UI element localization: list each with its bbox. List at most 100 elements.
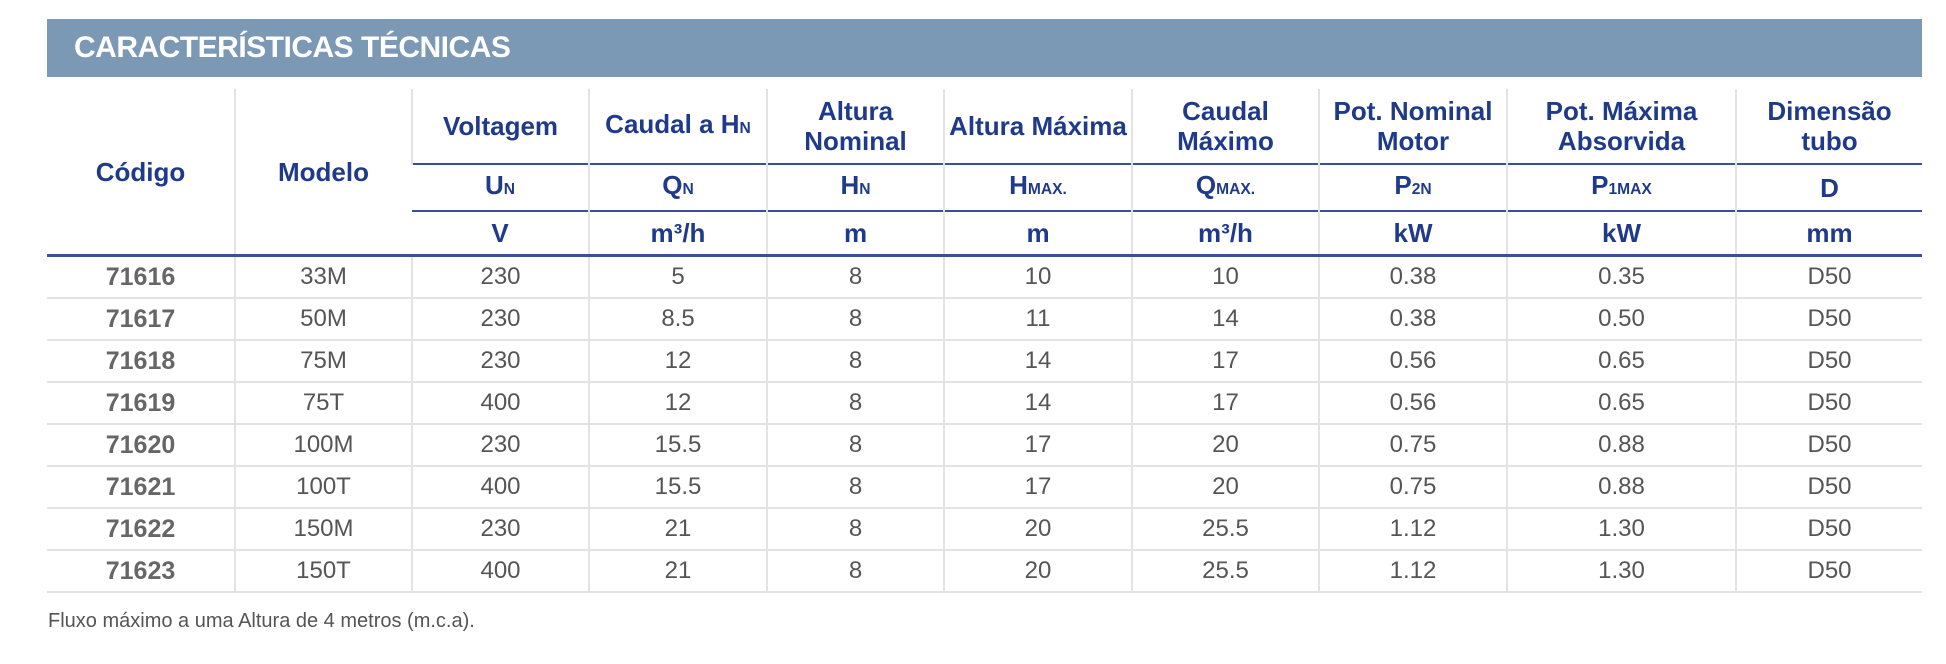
column-label: Modelo	[278, 156, 369, 187]
cell: 17	[943, 424, 1132, 467]
column-label: Pot. Nominal Motor	[1333, 96, 1493, 156]
cell: 17	[1131, 340, 1319, 383]
cell: 8	[766, 382, 944, 425]
symbol-subscript: 1MAX	[1608, 181, 1652, 198]
column-header: Caudal Máximo	[1131, 89, 1319, 164]
cell: 21	[588, 508, 767, 551]
symbol-subscript: N	[682, 181, 694, 198]
cell: 12	[588, 340, 767, 383]
symbol-subscript: MAX.	[1027, 181, 1067, 198]
cell: 100T	[234, 466, 412, 509]
cell: 8	[766, 508, 944, 551]
symbol: D	[1820, 172, 1839, 203]
cell: 14	[1131, 298, 1319, 341]
cell: 71616	[47, 255, 235, 299]
symbol: H	[1009, 170, 1028, 200]
cell: 14	[943, 340, 1132, 383]
cell: 17	[1131, 382, 1319, 425]
cell: 400	[411, 382, 589, 425]
column-label: Voltagem	[442, 111, 559, 141]
symbol-subscript: N	[859, 181, 871, 198]
cell: 11	[943, 298, 1132, 341]
cell: 1.12	[1318, 550, 1507, 593]
cell: 1.30	[1506, 508, 1736, 551]
column-unit: m	[943, 210, 1132, 257]
cell: 12	[588, 382, 767, 425]
symbol: Q	[662, 170, 683, 200]
data-row: 71622 150M 230 21 8 20 25.5 1.12 1.30 D50	[47, 508, 1922, 551]
cell: 0.38	[1318, 255, 1507, 299]
cell: 15.5	[588, 466, 767, 509]
cell: 0.56	[1318, 340, 1507, 383]
label-subscript: N	[739, 119, 751, 137]
column-unit: kW	[1318, 210, 1507, 257]
cell: 1.12	[1318, 508, 1507, 551]
cell: 75T	[234, 382, 412, 425]
symbol-subscript: 2N	[1411, 181, 1432, 198]
cell: 50M	[234, 298, 412, 341]
cell: 10	[943, 255, 1132, 299]
column-unit: m	[766, 210, 944, 257]
cell: 20	[943, 550, 1132, 593]
cell: 71620	[47, 424, 235, 467]
cell: D50	[1735, 255, 1922, 299]
cell: 71622	[47, 508, 235, 551]
cell: 400	[411, 550, 589, 593]
column-label: Altura Nominal	[804, 96, 907, 156]
cell: 400	[411, 466, 589, 509]
column-header: Pot. Nominal Motor	[1318, 89, 1507, 164]
cell: 0.65	[1506, 382, 1736, 425]
cell: D50	[1735, 424, 1922, 467]
column-header: Pot. Máxima Absorvida	[1506, 89, 1736, 164]
column-symbol: HMAX.	[943, 163, 1132, 211]
cell: 71623	[47, 550, 235, 593]
data-row: 71620 100M 230 15.5 8 17 20 0.75 0.88 D50	[47, 424, 1922, 467]
column-unit: m³/h	[588, 210, 767, 257]
cell: 230	[411, 508, 589, 551]
spec-table: Código Modelo Voltagem Caudal a HN Altura No…	[47, 89, 1922, 593]
cell: 0.88	[1506, 424, 1736, 467]
data-row: 71623 150T 400 21 8 20 25.5 1.12 1.30 D50	[47, 550, 1922, 593]
data-row: 71618 75M 230 12 8 14 17 0.56 0.65 D50	[47, 340, 1922, 383]
cell: 8	[766, 466, 944, 509]
column-label: Altura Máxima	[949, 111, 1127, 141]
cell: 1.30	[1506, 550, 1736, 593]
cell: 0.50	[1506, 298, 1736, 341]
column-header: Altura Máxima	[943, 89, 1132, 164]
column-symbol: UN	[412, 163, 589, 211]
column-unit: mm	[1735, 210, 1922, 257]
column-symbol: P2N	[1318, 163, 1507, 211]
cell: 71617	[47, 298, 235, 341]
symbol: H	[840, 170, 860, 200]
column-header: Dimensão tubo	[1735, 89, 1922, 164]
cell: 150M	[234, 508, 412, 551]
cell: 25.5	[1131, 508, 1319, 551]
header-row: Código Modelo Voltagem Caudal a HN Altura No…	[47, 89, 1922, 257]
column-symbol: HN	[766, 163, 944, 211]
column-header: Caudal a HN	[588, 89, 767, 164]
section-title: CARACTERÍSTICAS TÉCNICAS	[47, 19, 1922, 77]
cell: 8	[766, 424, 944, 467]
cell: 20	[1131, 424, 1319, 467]
cell: 8	[766, 340, 944, 383]
cell: 0.35	[1506, 255, 1736, 299]
cell: 17	[943, 466, 1132, 509]
column-label: Caudal a H	[605, 108, 740, 139]
cell: D50	[1735, 508, 1922, 551]
data-row: 71621 100T 400 15.5 8 17 20 0.75 0.88 D50	[47, 466, 1922, 509]
cell: 8.5	[588, 298, 767, 341]
cell: 71619	[47, 382, 235, 425]
cell: 71621	[47, 466, 235, 509]
cell: 71618	[47, 340, 235, 383]
symbol: P	[1394, 170, 1412, 200]
column-label: Código	[95, 156, 186, 187]
column-header: Código	[47, 89, 235, 257]
cell: D50	[1735, 298, 1922, 341]
symbol: P	[1591, 170, 1609, 200]
cell: 0.75	[1318, 466, 1507, 509]
cell: 8	[766, 550, 944, 593]
column-header: Modelo	[234, 89, 412, 257]
cell: 8	[766, 255, 944, 299]
